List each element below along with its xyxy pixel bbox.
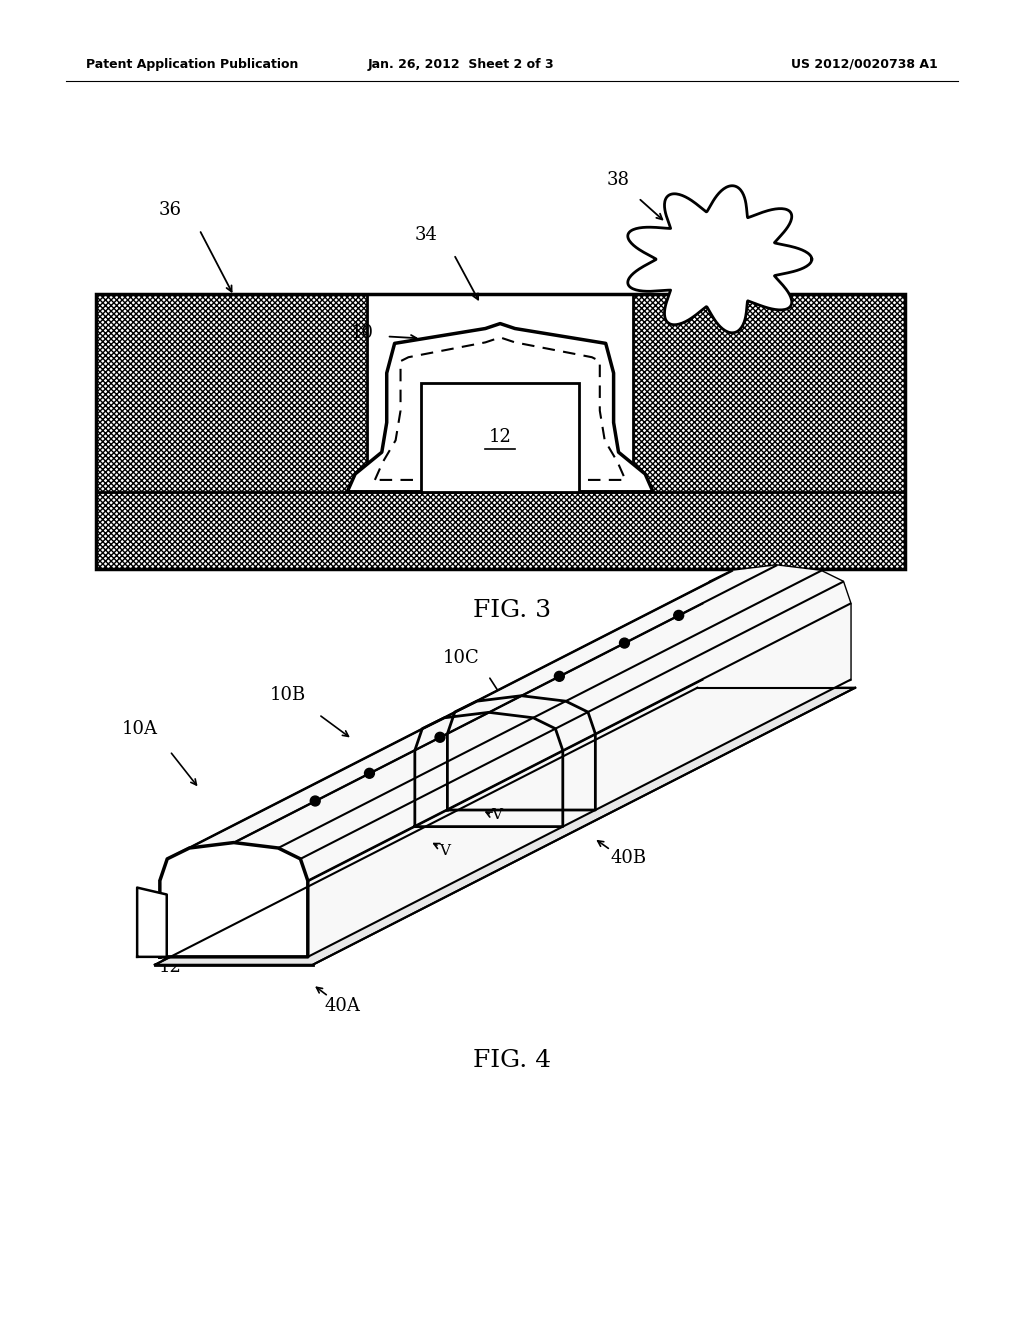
Bar (633, 294, 904, 569)
Circle shape (435, 733, 444, 742)
Circle shape (365, 768, 375, 779)
Circle shape (310, 796, 321, 807)
Polygon shape (137, 887, 167, 957)
Text: 40A: 40A (325, 998, 360, 1015)
Circle shape (674, 610, 684, 620)
Text: FIG. 3: FIG. 3 (473, 599, 551, 622)
Text: Patent Application Publication: Patent Application Publication (86, 58, 298, 71)
Polygon shape (628, 186, 812, 333)
Text: 10: 10 (350, 325, 374, 342)
Text: 10B: 10B (270, 685, 306, 704)
Text: V: V (439, 845, 450, 858)
Polygon shape (347, 323, 653, 492)
Text: 38: 38 (607, 172, 630, 189)
Text: US 2012/0020738 A1: US 2012/0020738 A1 (792, 58, 938, 71)
Text: 40B: 40B (610, 849, 646, 867)
Polygon shape (300, 582, 850, 880)
Text: 12: 12 (488, 429, 512, 446)
Polygon shape (375, 338, 626, 480)
Text: FIG. 4: FIG. 4 (473, 1049, 551, 1072)
Polygon shape (155, 688, 855, 965)
Polygon shape (160, 582, 710, 880)
Bar (421, 383, 580, 492)
Text: 10A: 10A (122, 721, 158, 738)
Polygon shape (160, 842, 308, 957)
Polygon shape (279, 572, 843, 859)
Polygon shape (160, 603, 702, 957)
Bar (95, 294, 367, 569)
Text: 34: 34 (415, 226, 437, 243)
Bar (95, 294, 904, 569)
Polygon shape (233, 565, 821, 847)
Circle shape (554, 672, 564, 681)
Text: 36: 36 (158, 201, 181, 219)
Polygon shape (702, 565, 850, 680)
Polygon shape (167, 572, 732, 859)
Text: V: V (492, 808, 502, 822)
Text: 10C: 10C (442, 649, 479, 667)
Bar (95, 492, 904, 569)
Polygon shape (189, 565, 776, 847)
Text: 12: 12 (159, 958, 181, 975)
Circle shape (620, 638, 630, 648)
Text: Jan. 26, 2012  Sheet 2 of 3: Jan. 26, 2012 Sheet 2 of 3 (368, 58, 554, 71)
Polygon shape (308, 603, 850, 957)
